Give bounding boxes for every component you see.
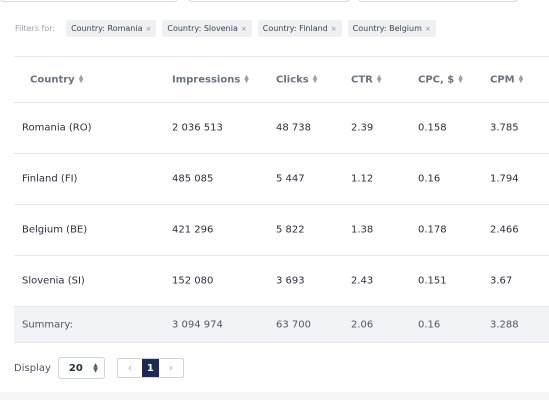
divider [14, 102, 549, 103]
column-header-impressions[interactable]: Impressions ▲ ▼ [172, 73, 249, 85]
divider [14, 204, 549, 205]
summary-impressions: 3 094 974 [172, 319, 223, 330]
summary-clicks: 63 700 [276, 319, 311, 330]
cell-clicks: 3 693 [276, 275, 305, 287]
sort-icon[interactable]: ▲ ▼ [518, 73, 524, 85]
sort-icon[interactable]: ▲ ▼ [312, 73, 318, 85]
sort-icon[interactable]: ▲ ▼ [376, 73, 382, 85]
page-size-value: 20 [68, 362, 83, 374]
cell-ctr: 1.12 [351, 173, 374, 185]
filter-input-1[interactable] [0, 0, 178, 2]
cell-country: Belgium (BE) [22, 224, 88, 236]
cell-cpm: 1.794 [490, 173, 519, 185]
column-header-ctr[interactable]: CTR ▲ ▼ [351, 73, 382, 85]
close-icon[interactable]: × [240, 24, 247, 33]
display-label: Display [14, 362, 51, 374]
summary-cpc: 0.16 [418, 319, 441, 330]
filter-input-2[interactable] [188, 0, 350, 2]
table-header: Country ▲ ▼ Impressions ▲ ▼ Clicks ▲ ▼ CTR ▲ ▼ C… [14, 57, 549, 102]
cell-clicks: 5 447 [276, 173, 305, 185]
top-filter-inputs [0, 0, 549, 2]
cell-impressions: 2 036 513 [172, 122, 223, 134]
cell-clicks: 48 738 [276, 122, 311, 134]
table-footer: Display 20 ▲ ▼ ‹ 1 › [14, 357, 184, 379]
cell-impressions: 152 080 [172, 275, 214, 287]
filter-chip-belgium[interactable]: Country: Belgium × [347, 20, 436, 37]
cell-cpc: 0.16 [418, 173, 441, 185]
cell-ctr: 1.38 [351, 224, 374, 236]
cell-impressions: 485 085 [172, 173, 214, 185]
page-button-1[interactable]: 1 [141, 359, 159, 377]
filter-chip-slovenia[interactable]: Country: Slovenia × [162, 20, 252, 37]
filter-chip-label: Country: Belgium [352, 24, 422, 33]
sort-icon[interactable]: ▲ ▼ [244, 73, 249, 85]
column-header-clicks[interactable]: Clicks ▲ ▼ [276, 73, 318, 85]
cell-impressions: 421 296 [172, 224, 214, 236]
close-icon[interactable]: × [145, 24, 152, 33]
filter-chip-label: Country: Slovenia [167, 24, 238, 33]
cell-ctr: 2.39 [351, 122, 374, 134]
column-header-country[interactable]: Country ▲ ▼ [30, 73, 84, 85]
close-icon[interactable]: × [330, 24, 337, 33]
filter-chip-label: Country: Finland [262, 24, 328, 33]
column-header-cpc[interactable]: CPC, $ ▲ ▼ [418, 73, 463, 85]
sort-icon[interactable]: ▲ ▼ [458, 73, 463, 85]
column-header-cpm[interactable]: CPM ▲ ▼ [490, 73, 524, 85]
summary-cpm: 3.288 [490, 319, 519, 330]
cell-cpc: 0.158 [418, 122, 447, 134]
summary-label: Summary: [22, 319, 73, 330]
cell-clicks: 5 822 [276, 224, 305, 236]
filter-chip-label: Country: Romania [71, 24, 143, 33]
pagination: ‹ 1 › [116, 358, 184, 378]
filter-input-3[interactable] [358, 0, 518, 2]
divider [14, 342, 549, 343]
cell-country: Slovenia (SI) [22, 275, 85, 287]
cell-ctr: 2.43 [351, 275, 374, 287]
page-size-select[interactable]: 20 ▲ ▼ [57, 357, 105, 379]
filter-chip-romania[interactable]: Country: Romania × [66, 20, 157, 37]
table-row[interactable]: Romania (RO) 2 036 513 48 738 2.39 0.158… [14, 103, 549, 153]
next-page-button[interactable]: › [168, 362, 173, 374]
table-row[interactable]: Slovenia (SI) 152 080 3 693 2.43 0.151 3… [14, 256, 549, 306]
divider [14, 306, 549, 307]
table-row[interactable]: Belgium (BE) 421 296 5 822 1.38 0.178 2.… [14, 205, 549, 255]
cell-cpc: 0.178 [418, 224, 447, 236]
divider [14, 56, 549, 57]
active-filters: Filters for: Country: Romania × Country:… [15, 19, 442, 38]
table-row[interactable]: Finland (FI) 485 085 5 447 1.12 0.16 1.7… [14, 154, 549, 204]
divider [14, 255, 549, 256]
sort-icon[interactable]: ▲ ▼ [78, 73, 84, 85]
cell-country: Romania (RO) [22, 122, 92, 134]
close-icon[interactable]: × [424, 24, 431, 33]
divider [14, 153, 549, 154]
cell-country: Finland (FI) [22, 173, 78, 185]
filter-chip-finland[interactable]: Country: Finland × [257, 20, 342, 37]
sort-updown-icon: ▲ ▼ [93, 362, 98, 374]
cell-cpc: 0.151 [418, 275, 447, 287]
summary-ctr: 2.06 [351, 319, 374, 330]
cell-cpm: 3.67 [490, 275, 513, 287]
cell-cpm: 3.785 [490, 122, 519, 134]
cell-cpm: 2.466 [490, 224, 519, 236]
filters-label: Filters for: [15, 24, 56, 33]
summary-row: Summary: 3 094 974 63 700 2.06 0.16 3.28… [14, 307, 549, 342]
prev-page-button[interactable]: ‹ [127, 362, 132, 374]
